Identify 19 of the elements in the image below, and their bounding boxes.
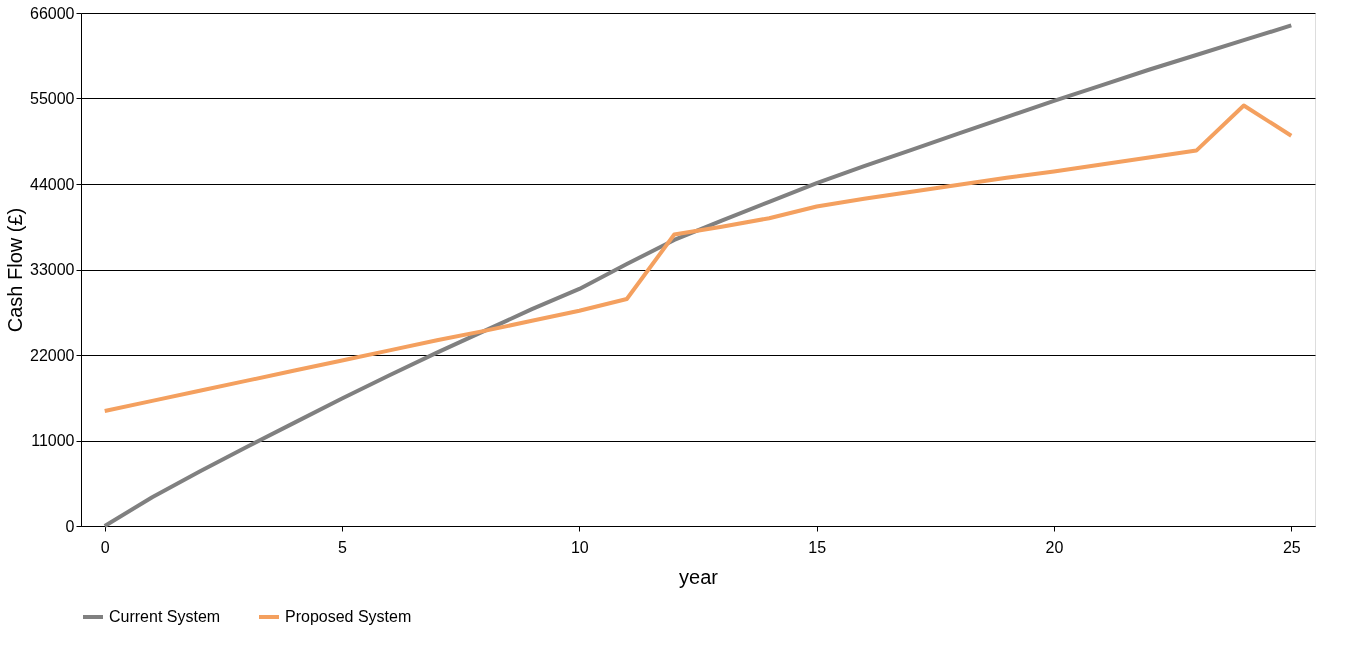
y-tick-label: 55000: [30, 90, 75, 107]
legend-label: Current System: [109, 608, 221, 625]
y-tick-label: 44000: [30, 175, 75, 193]
y-axis-title: Cash Flow (£): [4, 207, 27, 333]
x-axis-title: year: [679, 565, 719, 588]
x-tick-label: 15: [808, 538, 827, 556]
x-tick-label: 0: [100, 538, 110, 556]
x-tick-label: 5: [338, 538, 348, 556]
y-tick-label: 33000: [30, 261, 75, 278]
x-tick-label: 10: [570, 538, 589, 556]
y-tick-label: 22000: [30, 346, 75, 364]
legend-label: Proposed System: [285, 608, 412, 625]
x-tick-label: 20: [1045, 538, 1064, 556]
line-series: [102, 103, 1294, 413]
line-series: [102, 23, 1294, 528]
y-tick-label: 66000: [30, 4, 75, 22]
x-tick-label: 25: [1282, 538, 1301, 556]
y-tick-label: 11000: [31, 432, 75, 449]
y-tick-label: 0: [65, 517, 75, 535]
